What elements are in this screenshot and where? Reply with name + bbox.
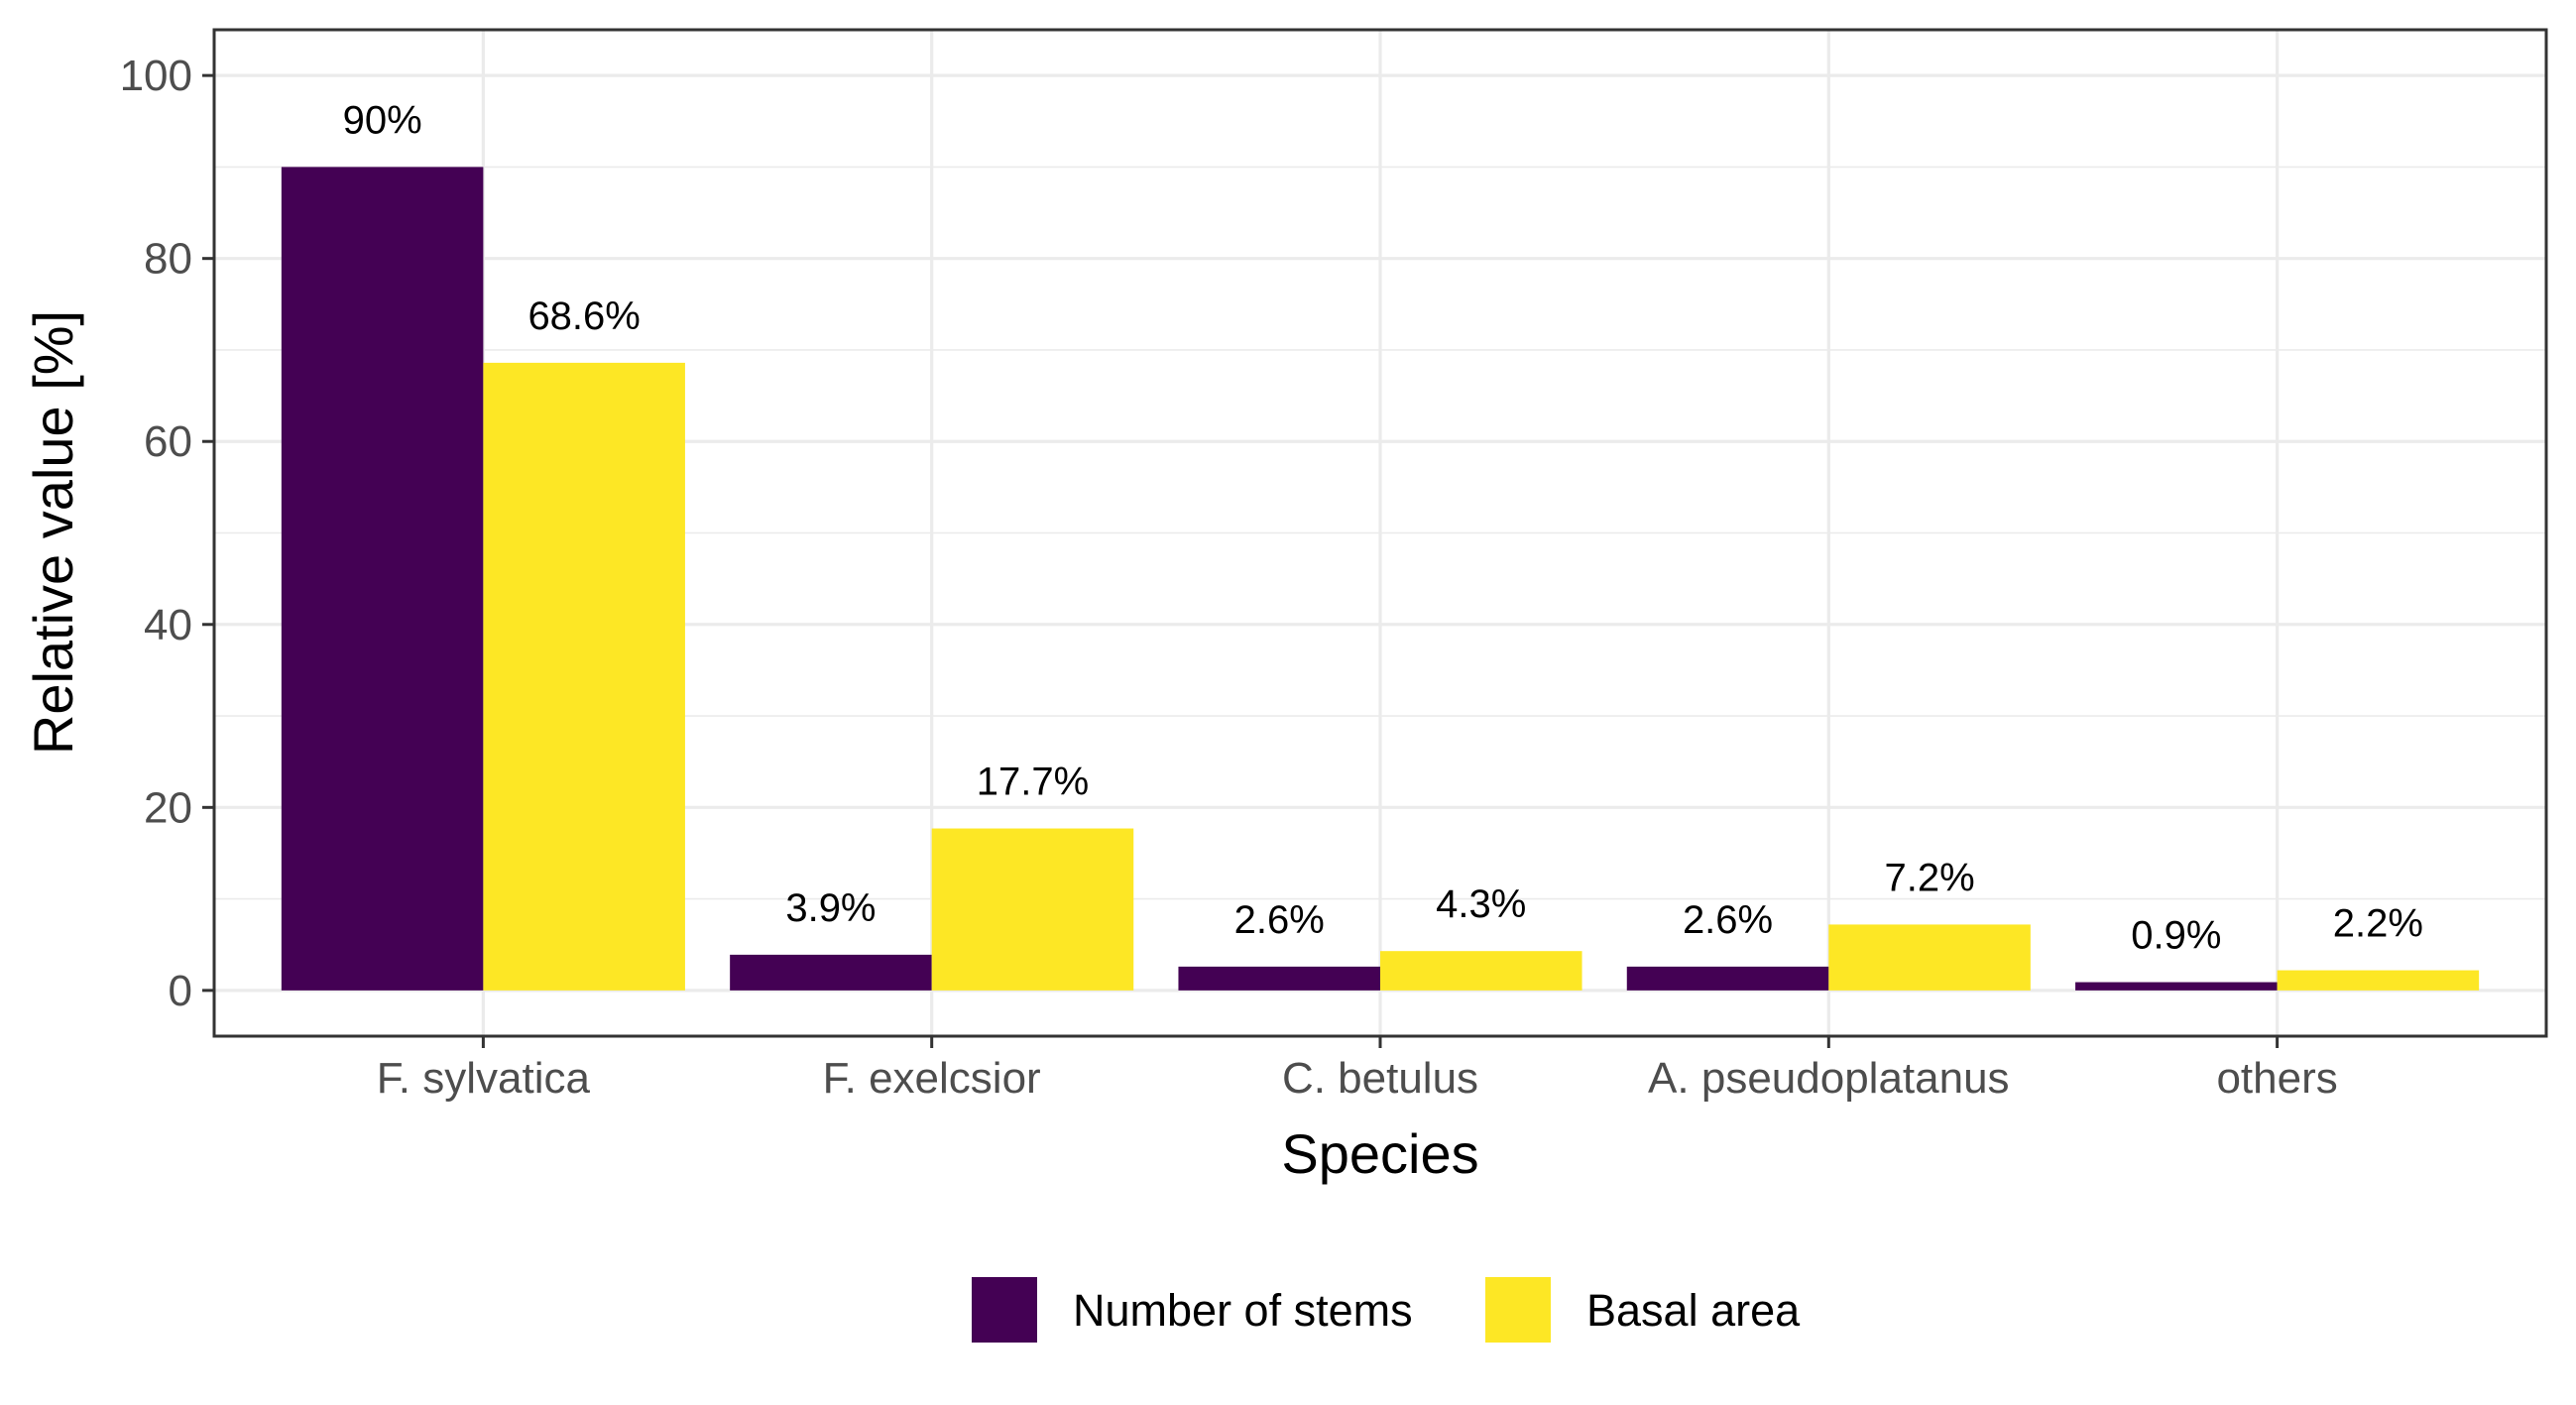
bar-basal-area bbox=[932, 829, 1134, 991]
bar-value-label: 4.3% bbox=[1436, 882, 1526, 926]
bar-stems bbox=[2075, 983, 2278, 991]
y-tick-label: 80 bbox=[144, 235, 192, 284]
y-tick-label: 20 bbox=[144, 783, 192, 832]
y-tick-label: 60 bbox=[144, 417, 192, 466]
bar-value-label: 2.6% bbox=[1234, 898, 1325, 942]
bar-stems bbox=[1178, 967, 1380, 991]
x-tick-label: A. pseudoplatanus bbox=[1648, 1054, 2010, 1103]
bar-value-label: 0.9% bbox=[2131, 914, 2221, 958]
bar-basal-area bbox=[483, 363, 685, 991]
bar-value-label: 2.2% bbox=[2333, 902, 2423, 946]
bar-stems bbox=[282, 167, 484, 990]
legend-swatch bbox=[972, 1277, 1037, 1343]
bar-value-label: 3.9% bbox=[785, 886, 876, 930]
bar-value-label: 68.6% bbox=[527, 294, 640, 338]
bar-stems bbox=[1627, 967, 1829, 991]
x-tick-label: F. exelcsior bbox=[823, 1054, 1041, 1103]
bar-value-label: 2.6% bbox=[1683, 898, 1773, 942]
bar-basal-area bbox=[1828, 924, 2031, 990]
y-tick-label: 100 bbox=[120, 52, 192, 100]
x-tick-label: F. sylvatica bbox=[377, 1054, 591, 1103]
bar-value-label: 17.7% bbox=[977, 761, 1089, 804]
legend-swatch bbox=[1485, 1277, 1551, 1343]
y-tick-label: 40 bbox=[144, 601, 192, 649]
bar-value-label: 90% bbox=[343, 98, 422, 142]
bar-stems bbox=[730, 955, 932, 991]
bar-basal-area bbox=[2278, 971, 2480, 991]
x-tick-label: C. betulus bbox=[1282, 1054, 1478, 1103]
legend-label: Basal area bbox=[1586, 1285, 1801, 1336]
legend-label: Number of stems bbox=[1073, 1285, 1413, 1336]
x-axis-title: Species bbox=[1281, 1122, 1478, 1185]
x-tick-label: others bbox=[2216, 1054, 2337, 1103]
bar-value-label: 7.2% bbox=[1884, 856, 1974, 899]
legend: Number of stems Basal area bbox=[972, 1277, 1801, 1343]
y-tick-label: 0 bbox=[169, 967, 192, 1015]
y-axis-title: Relative value [%] bbox=[22, 310, 84, 755]
bar-basal-area bbox=[1380, 951, 1582, 991]
